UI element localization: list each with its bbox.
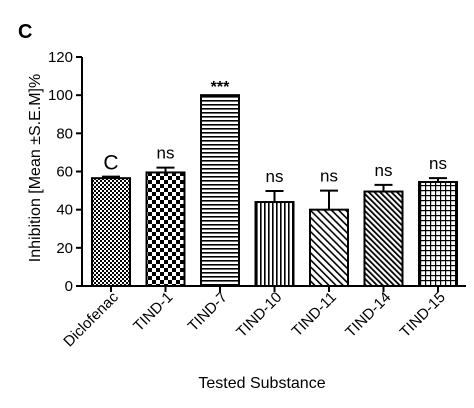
y-tick-label: 80 xyxy=(56,125,73,142)
x-tick-label: TIND-1 xyxy=(130,289,176,335)
significance-label: ns xyxy=(320,167,338,186)
x-tick-label: TIND-11 xyxy=(289,289,340,340)
x-tick-label: TIND-10 xyxy=(233,289,285,341)
y-tick-label: 100 xyxy=(48,87,73,104)
x-axis-label: Tested Substance xyxy=(198,375,325,392)
axes: 0 20 40 60 80 100 120 xyxy=(48,49,466,295)
bars xyxy=(91,94,458,288)
bar-tind-14 xyxy=(363,190,404,288)
significance-label: ns xyxy=(157,144,175,163)
bar-tind-15 xyxy=(418,180,458,287)
y-tick-label: 20 xyxy=(56,240,73,257)
x-tick-label: TIND-15 xyxy=(397,289,449,341)
y-tick-label: 40 xyxy=(56,202,73,219)
bar-tind-11 xyxy=(309,208,349,288)
significance-label: ns xyxy=(429,154,447,173)
bar-diclofenac xyxy=(91,177,131,287)
y-tick-label: 120 xyxy=(48,49,73,66)
significance-label: ns xyxy=(266,167,284,186)
panel-label: C xyxy=(18,21,32,43)
y-tick-label: 0 xyxy=(65,278,73,295)
y-axis-label: Inhibition [Mean ±S.E.M]% xyxy=(27,74,44,262)
x-tick-label: TIND-7 xyxy=(185,289,231,335)
bar-tind-7 xyxy=(200,94,240,287)
significance-label: C xyxy=(103,152,118,175)
x-tick-label: TIND-14 xyxy=(342,289,394,341)
significance-label: *** xyxy=(211,79,230,96)
y-tick-label: 60 xyxy=(56,164,73,181)
tick-labels: Diclofenac TIND-1 TIND-7 TIND-10 TIND-11 TIND… xyxy=(60,286,449,350)
x-tick-label: Diclofenac xyxy=(60,288,122,350)
bar-tind-1 xyxy=(145,171,186,287)
significance-label: ns xyxy=(375,161,393,180)
bar-tind-10 xyxy=(254,201,295,288)
